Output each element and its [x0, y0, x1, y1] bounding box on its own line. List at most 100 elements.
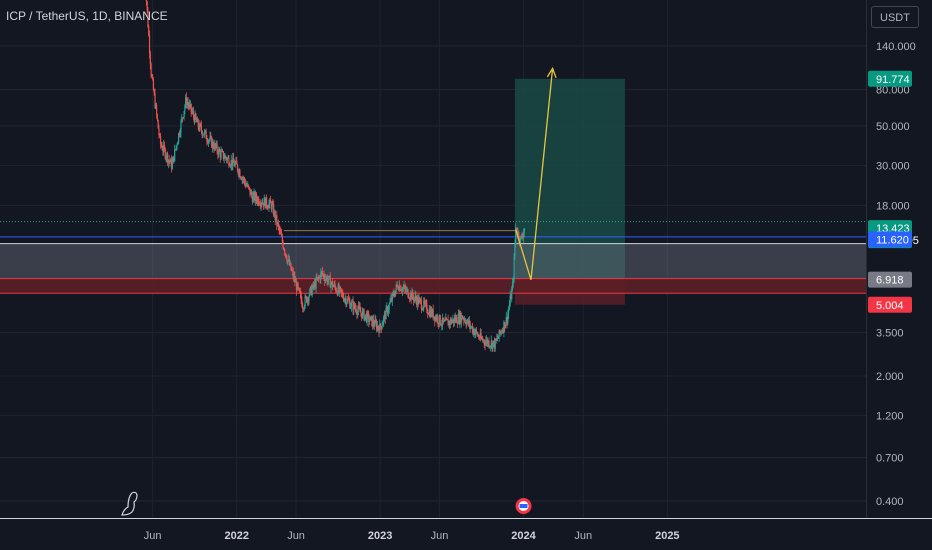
price-badge: [868, 231, 912, 248]
candle-body: [494, 339, 496, 349]
candle-body: [316, 277, 318, 280]
candle-body: [153, 90, 155, 94]
candle-body: [159, 134, 161, 136]
candle-body: [211, 141, 213, 148]
candle-body: [212, 141, 214, 148]
candle-body: [272, 203, 274, 205]
candle-body: [304, 296, 306, 307]
candle-body: [487, 340, 489, 345]
candle-body: [522, 237, 524, 239]
candle-body: [190, 103, 192, 112]
candle-body: [298, 287, 300, 289]
candle-body: [447, 319, 449, 326]
candle-body: [423, 300, 426, 305]
candle-body: [164, 148, 166, 159]
candle-body: [261, 203, 263, 205]
candle-body: [495, 339, 497, 341]
candle-body: [239, 170, 241, 178]
candle-body: [313, 283, 315, 287]
candle-body: [476, 332, 478, 336]
candle-body: [407, 289, 409, 298]
candle-body: [162, 149, 164, 152]
candle-body: [429, 309, 431, 317]
candle-body: [205, 130, 207, 139]
candle-body: [307, 298, 309, 302]
candle-body: [165, 157, 167, 159]
candle-body: [152, 79, 155, 91]
candle-body: [508, 304, 510, 310]
candle-body: [308, 295, 310, 302]
candle-body: [438, 323, 440, 325]
candle-body: [262, 202, 264, 204]
candle-body: [394, 295, 396, 297]
candle-body: [255, 194, 257, 200]
candle-body: [345, 298, 347, 305]
candle-body: [206, 138, 208, 141]
candle-body: [222, 150, 224, 152]
candle-body: [216, 143, 218, 152]
candle-body: [262, 202, 265, 206]
candle-body: [203, 131, 206, 135]
candle-body: [169, 160, 171, 163]
candle-body: [215, 143, 217, 147]
candle-body: [511, 289, 513, 300]
candle-body: [357, 310, 359, 315]
candle-body: [354, 307, 356, 309]
candle-body: [452, 318, 454, 321]
candle-body: [360, 311, 362, 314]
candle-body: [353, 303, 355, 311]
candle-body: [181, 117, 184, 119]
candle-body: [376, 322, 378, 330]
candle-body: [364, 315, 366, 320]
candle-body: [246, 185, 248, 187]
candle-body: [260, 203, 262, 206]
candle-body: [224, 155, 226, 159]
candle-body: [521, 236, 523, 238]
candle-body: [450, 319, 452, 324]
candle-body: [288, 258, 290, 261]
candle-body: [358, 305, 360, 308]
symbol-title: ICP / TetherUS, 1D, BINANCE: [6, 9, 168, 23]
candle-body: [200, 123, 202, 126]
candle-body: [504, 324, 507, 329]
candle-body: [305, 296, 307, 298]
candle-body: [209, 136, 211, 140]
candle-body: [339, 287, 341, 292]
candle-body: [177, 142, 179, 145]
candle-body: [512, 280, 514, 283]
candle-body: [351, 301, 353, 303]
candle-body: [167, 153, 169, 163]
candle-body: [332, 281, 334, 288]
candle-body: [331, 281, 333, 284]
candle-body: [371, 316, 373, 327]
candle-body: [218, 149, 220, 155]
x-tick-label: 2023: [368, 530, 392, 542]
candle-body: [365, 314, 367, 316]
candle-body: [380, 326, 382, 329]
candle-body: [323, 274, 325, 279]
candle-body: [208, 139, 210, 141]
candle-body: [391, 293, 393, 301]
x-tick-label: Jun: [144, 530, 162, 542]
candle-body: [248, 186, 250, 189]
candle-body: [225, 155, 227, 159]
candle-body: [252, 195, 254, 203]
candle-body: [486, 339, 488, 345]
candle-body: [333, 283, 335, 286]
candle-body: [199, 123, 201, 130]
candle-body: [327, 280, 329, 283]
candle-body: [343, 298, 345, 301]
candle-body: [463, 318, 465, 321]
price-badge-label: 91.774: [876, 74, 910, 86]
candle-body: [225, 158, 228, 161]
candle-body: [292, 271, 294, 279]
candle-body: [464, 319, 466, 321]
candle-body: [320, 272, 322, 280]
candle-body: [383, 313, 386, 317]
candle-body: [192, 111, 194, 113]
candle-body: [253, 192, 255, 196]
candle-body: [430, 309, 432, 317]
currency-button[interactable]: USDT: [871, 6, 919, 28]
